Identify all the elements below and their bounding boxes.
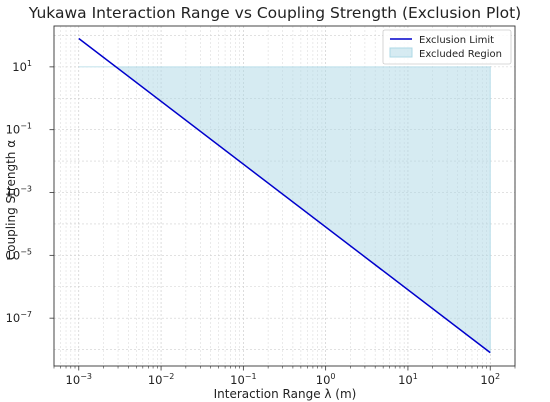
y-tick-label: 101 [12, 59, 32, 74]
x-tick-label: 101 [398, 372, 418, 387]
legend-label-excluded-region: Excluded Region [419, 49, 502, 60]
x-axis-ticks: 10−3 10−2 10−1 100 101 102 [53, 366, 516, 387]
legend-fill-swatch [389, 47, 413, 58]
y-tick-label: 10−7 [6, 310, 32, 325]
excluded-region-fill-layer [78, 66, 491, 354]
y-tick-label: 10−3 [6, 185, 32, 200]
excluded-region-area [78, 66, 491, 354]
exclusion-limit-line-layer [78, 37, 491, 354]
x-tick-label: 10−3 [66, 372, 92, 387]
x-tick-label: 100 [316, 372, 336, 387]
x-tick-label: 102 [480, 372, 500, 387]
x-tick-label: 10−2 [148, 372, 174, 387]
plot-frame [53, 25, 516, 367]
y-tick-label: 10−1 [6, 122, 32, 137]
x-tick-label: 10−1 [230, 372, 256, 387]
x-axis-label: Interaction Range λ (m) [214, 387, 357, 401]
chart-title: Yukawa Interaction Range vs Coupling Str… [28, 4, 521, 22]
exclusion-limit-line [78, 37, 491, 354]
y-axis-ticks: 10−7 10−5 10−3 10−1 101 [6, 59, 54, 325]
y-axis-label: Coupling Strength α [4, 140, 18, 260]
legend-label-exclusion-limit: Exclusion Limit [419, 35, 494, 46]
y-tick-label: 10−5 [6, 247, 32, 262]
legend: Exclusion Limit Excluded Region [382, 29, 512, 65]
legend-box [382, 29, 512, 65]
